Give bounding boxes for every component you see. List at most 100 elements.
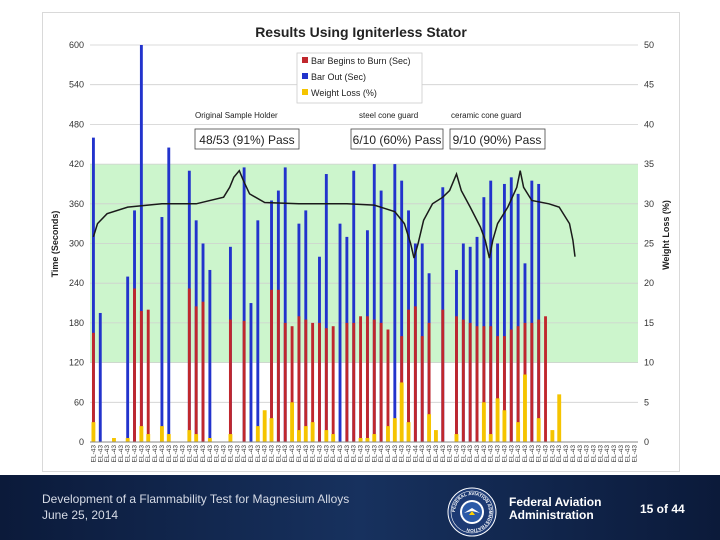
x-tick-label: EL-43 — [351, 445, 358, 463]
bar-out — [400, 180, 404, 442]
x-tick-label: EL-43 — [269, 445, 276, 463]
bar-burn — [482, 326, 486, 442]
x-tick-label: EL-43 — [632, 445, 639, 463]
bar-burn — [365, 316, 369, 442]
y-tick-label: 600 — [69, 40, 84, 50]
x-tick-label: EL-43 — [577, 445, 584, 463]
bar-weight — [91, 422, 96, 442]
bar-weight — [392, 418, 397, 442]
bar-burn — [324, 328, 328, 442]
y-tick-label: 300 — [69, 239, 84, 249]
x-tick-label: EL-43 — [111, 445, 118, 463]
bar-weight — [262, 410, 267, 442]
y2-tick-label: 50 — [644, 40, 654, 50]
bar-weight — [146, 434, 151, 442]
bar-burn — [379, 322, 383, 442]
bar-burn — [509, 329, 513, 442]
bar-burn — [496, 336, 500, 442]
bar-weight — [550, 430, 555, 442]
x-tick-label: EL-43 — [467, 445, 474, 463]
x-tick-label: EL-43 — [488, 445, 495, 463]
x-tick-label: EL-43 — [399, 445, 406, 463]
x-tick-label: EL-43 — [227, 445, 234, 463]
bar-weight — [290, 402, 295, 442]
x-tick-label: EL-43 — [364, 445, 371, 463]
bar-out — [379, 190, 383, 442]
bar-burn — [194, 306, 198, 442]
faa-seal-icon: FEDERAL AVIATION ADMINISTRATION — [447, 487, 497, 537]
x-tick-label: EL-43 — [625, 445, 632, 463]
bar-weight — [255, 426, 260, 442]
bar-out — [283, 167, 287, 443]
y2-tick-label: 30 — [644, 199, 654, 209]
pass-text-ceramic: 9/10 (90%) Pass — [453, 133, 542, 147]
bar-out — [324, 174, 328, 442]
bar-out — [139, 45, 143, 442]
bar-burn — [311, 322, 315, 442]
x-tick-label: EL-43 — [481, 445, 488, 463]
bar-burn — [413, 306, 417, 442]
pass-box-original — [194, 128, 300, 150]
bar-burn — [228, 319, 232, 442]
legend-swatch-weight — [302, 89, 308, 95]
legend-swatch-out — [302, 73, 308, 79]
chart-frame: 0 60 120 180 240 300 360 420 480 540 600 0 5 10 15 20 2… — [42, 12, 680, 472]
x-tick-label: EL-43 — [316, 445, 323, 463]
bar-weight — [166, 434, 171, 442]
x-tick-label: EL-43 — [611, 445, 618, 463]
bar-weight — [207, 438, 212, 442]
x-tick-label: EL-43 — [371, 445, 378, 463]
bar-burn — [372, 319, 376, 442]
x-tick-label: EL-43 — [495, 445, 502, 463]
bar-weight — [488, 434, 493, 442]
chart: 0 60 120 180 240 300 360 420 480 540 600 0 5 10 15 20 2… — [50, 24, 671, 463]
footer-title: Development of a Flammability Test for M… — [42, 492, 350, 506]
bar-out — [372, 164, 376, 442]
x-tick-label: EL-43 — [330, 445, 337, 463]
bar-burn — [455, 316, 458, 442]
x-tick-label: EL-43 — [618, 445, 625, 463]
x-tick-label: EL-43 — [221, 445, 228, 463]
pass-box-ceramic — [449, 128, 546, 150]
bar-burn — [290, 326, 294, 442]
bar-weight — [495, 398, 500, 442]
x-tick-label: EL-43 — [556, 445, 563, 463]
x-tick-label: EL-43 — [138, 445, 145, 463]
x-tick-label: EL-43 — [214, 445, 221, 463]
bar-weight — [365, 438, 370, 442]
bar-out — [256, 220, 260, 442]
bar-weight — [433, 430, 438, 442]
bar-burn — [133, 288, 136, 442]
bar-burn — [530, 322, 534, 442]
bar-out — [537, 183, 541, 442]
x-tick-label: EL-43 — [543, 445, 550, 463]
bar-out — [208, 269, 212, 442]
bar-out — [489, 180, 493, 442]
x-ticks: EL-43 EL-43 EL-43 EL-43 EL-43 EL-43 EL-43 EL-43… — [90, 445, 638, 463]
bar-burn — [516, 326, 520, 442]
x-tick-label: EL-43 — [262, 445, 269, 463]
x-tick-label: EL-43 — [289, 445, 296, 463]
bar-out — [338, 223, 342, 442]
y2-tick-label: 0 — [644, 437, 649, 447]
bar-weight — [427, 414, 432, 442]
x-tick-label: EL-43 — [104, 445, 111, 463]
legend-label-burn: Bar Begins to Burn (Sec) — [311, 56, 411, 66]
y-tick-label: 240 — [69, 278, 84, 288]
bar-weight — [187, 430, 192, 442]
x-tick-label: EL-43 — [310, 445, 317, 463]
bar-out — [352, 170, 356, 442]
bar-burn — [283, 322, 287, 442]
x-tick-label: EL-43 — [282, 445, 289, 463]
x-tick-label: EL-44 — [412, 445, 419, 463]
bar-out — [516, 193, 520, 442]
bar-burn — [427, 322, 431, 442]
y2-tick-label: 25 — [644, 239, 654, 249]
x-tick-label: EL-43 — [132, 445, 139, 463]
x-tick-label: EL-43 — [597, 445, 604, 463]
bar-burn — [537, 319, 541, 442]
x-tick-label: EL-43 — [344, 445, 351, 463]
x-tick-label: EL-43 — [166, 445, 173, 463]
bar-burn — [468, 322, 472, 442]
footer-date: June 25, 2014 — [42, 508, 119, 522]
